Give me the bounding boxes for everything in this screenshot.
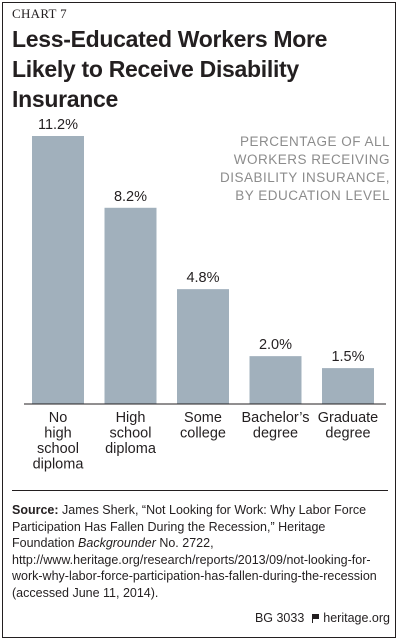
source-text-part-2: No. 2722, http://www.heritage.org/resear…	[12, 536, 377, 600]
category-label: Graduate degree	[318, 410, 378, 442]
footer: BG 3033 heritage.org	[225, 611, 390, 625]
category-label: No high school diploma	[33, 410, 85, 473]
bar-value-label: 4.8%	[186, 270, 219, 286]
bar-chart: 11.2% 8.2% 4.8% 2.0% 1.5% No high school diplom…	[24, 117, 386, 473]
source-text-part-1: James Sherk, “Not Looking for Work: Why …	[12, 503, 367, 550]
category-label: Bachelor’s degree	[242, 410, 310, 442]
bar	[104, 207, 157, 404]
divider	[12, 490, 388, 491]
source-italic: Backgrounder	[78, 536, 156, 550]
site-link[interactable]: heritage.org	[323, 611, 390, 625]
category-label: Some college	[180, 410, 226, 442]
bar	[249, 356, 302, 404]
bar-value-label: 8.2%	[114, 189, 147, 205]
chart-frame	[2, 2, 396, 638]
bar	[177, 289, 229, 404]
source-label: Source:	[12, 503, 59, 517]
bar-value-label: 11.2%	[38, 117, 78, 133]
bar	[32, 136, 84, 404]
bar-value-label: 1.5%	[331, 349, 364, 365]
bar	[322, 368, 374, 404]
bar-value-label: 2.0%	[259, 337, 292, 353]
flag-icon	[312, 614, 320, 623]
chart-number-label: CHART 7	[12, 6, 67, 21]
chart-title: Less-Educated Workers More Likely to Rec…	[12, 26, 328, 112]
report-code: BG 3033	[254, 611, 305, 625]
category-label: High school diploma	[105, 410, 157, 457]
source-note: Source: James Sherk, “Not Looking for Wo…	[12, 502, 388, 601]
legend-note: PERCENTAGE OF ALL WORKERS RECEIVING DISA…	[219, 134, 390, 203]
